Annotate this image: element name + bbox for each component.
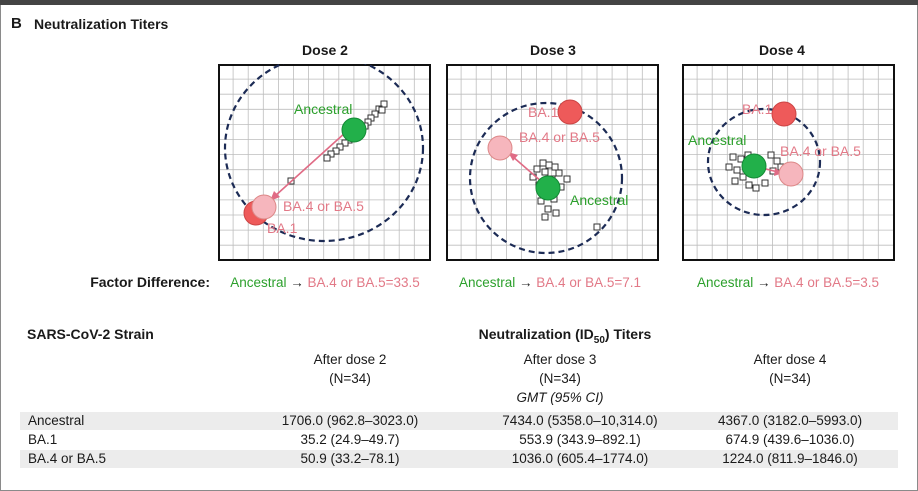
top-rule — [0, 0, 918, 5]
map-grid — [219, 65, 430, 260]
fd-from: Ancestral — [696, 275, 754, 290]
factor-difference-dose-2: Ancestral → BA.4 or BA.5=33.5 — [205, 275, 445, 290]
ba1-label: BA.1 — [742, 101, 773, 117]
map-border — [446, 64, 659, 261]
ancestral-antigen — [741, 153, 767, 179]
map-title-dose-2: Dose 2 — [302, 42, 348, 58]
fd-to: BA.4 or BA.5=3.5 — [774, 275, 879, 290]
ba1-label: BA.1 — [528, 104, 559, 120]
titer-header: Neutralization (ID50) Titers — [420, 326, 710, 346]
factor-difference-dose-4: Ancestral → BA.4 or BA.5=3.5 — [668, 275, 908, 290]
strain-column-header: SARS-CoV-2 Strain — [27, 326, 154, 342]
panel-title: Neutralization Titers — [34, 16, 169, 32]
ba45-antigen — [778, 161, 804, 187]
ancestral-label: Ancestral — [688, 132, 746, 148]
titer-cell: 1036.0 (605.4–1774.0) — [511, 451, 649, 466]
titer-cell: 7434.0 (5358.0–10,314.0) — [502, 413, 658, 428]
titer-header-post: ) Titers — [604, 326, 652, 342]
map-border — [218, 64, 431, 261]
map-title-dose-4: Dose 4 — [759, 42, 805, 58]
strain-cell: BA.1 — [28, 432, 58, 447]
map-title-dose-3: Dose 3 — [530, 42, 576, 58]
antigenic-map-dose-4: BA.1 Ancestral BA.4 or BA.5 — [682, 64, 895, 261]
titer-cell: 1224.0 (811.9–1846.0) — [722, 451, 858, 466]
titer-cell: 553.9 (343.9–892.1) — [519, 432, 641, 447]
column-n: (N=34) — [329, 371, 371, 386]
map-border — [682, 64, 895, 261]
column-label: After dose 3 — [523, 352, 597, 367]
ba45-label: BA.4 or BA.5 — [283, 198, 364, 214]
titer-cell: 35.2 (24.9–49.7) — [300, 432, 400, 447]
gmt-label: GMT (95% CI) — [516, 390, 604, 405]
strain-cell: Ancestral — [28, 413, 85, 428]
table-row: BA.1 35.2 (24.9–49.7) 553.9 (343.9–892.1… — [20, 431, 898, 449]
factor-difference-dose-3: Ancestral → BA.4 or BA.5=7.1 — [430, 275, 670, 290]
titer-cell: 674.9 (439.6–1036.0) — [725, 432, 855, 447]
ba1-antigen — [771, 101, 797, 127]
ancestral-label: Ancestral — [294, 101, 352, 117]
dashed-boundary-circle — [706, 107, 822, 217]
column-header-dose-4: After dose 4 (N=34) — [690, 350, 890, 388]
ba45-antigen — [487, 135, 513, 161]
fd-from: Ancestral — [458, 275, 516, 290]
dashed-boundary-circle — [223, 64, 425, 243]
titer-header-sub: 50 — [593, 334, 605, 346]
factor-arrow — [511, 155, 543, 183]
antigenic-map-dose-2: Ancestral BA.4 or BA.5 BA.1 — [218, 64, 431, 261]
antigenic-map-dose-3: BA.1 BA.4 or BA.5 Ancestral — [446, 64, 659, 261]
ba1-label: BA.1 — [267, 220, 298, 236]
fd-arrow: → — [519, 275, 533, 290]
column-n: (N=34) — [539, 371, 581, 386]
ancestral-antigen — [535, 175, 561, 201]
factor-arrow — [274, 131, 347, 197]
ancestral-label: Ancestral — [570, 192, 628, 208]
ba45-antigen — [251, 194, 277, 220]
titer-header-pre: Neutralization (ID — [478, 326, 594, 342]
ba45-label: BA.4 or BA.5 — [780, 143, 861, 159]
titer-cell: 4367.0 (3182.0–5993.0) — [717, 413, 863, 428]
titer-cell: 1706.0 (962.8–3023.0) — [281, 413, 419, 428]
column-header-dose-3: After dose 3 (N=34) — [460, 350, 660, 388]
arrowhead — [774, 168, 783, 176]
ba1-antigen — [557, 99, 583, 125]
titer-cell: 50.9 (33.2–78.1) — [300, 451, 400, 466]
factor-difference-label: Factor Difference: — [90, 274, 210, 290]
table-row: Ancestral 1706.0 (962.8–3023.0) 7434.0 (… — [20, 412, 898, 430]
fd-to: BA.4 or BA.5=33.5 — [307, 275, 420, 290]
column-label: After dose 2 — [313, 352, 387, 367]
ancestral-antigen — [341, 117, 367, 143]
fd-arrow: → — [757, 275, 771, 290]
fd-to: BA.4 or BA.5=7.1 — [536, 275, 641, 290]
strain-cell: BA.4 or BA.5 — [28, 451, 107, 466]
table-row: BA.4 or BA.5 50.9 (33.2–78.1) 1036.0 (60… — [20, 450, 898, 468]
fd-arrow: → — [290, 275, 304, 290]
column-header-dose-2: After dose 2 (N=34) — [250, 350, 450, 388]
dashed-boundary-circle — [468, 101, 624, 255]
panel-letter: B — [11, 15, 22, 32]
column-n: (N=34) — [769, 371, 811, 386]
fd-from: Ancestral — [230, 275, 287, 290]
column-label: After dose 4 — [753, 352, 827, 367]
ba45-label: BA.4 or BA.5 — [519, 129, 600, 145]
